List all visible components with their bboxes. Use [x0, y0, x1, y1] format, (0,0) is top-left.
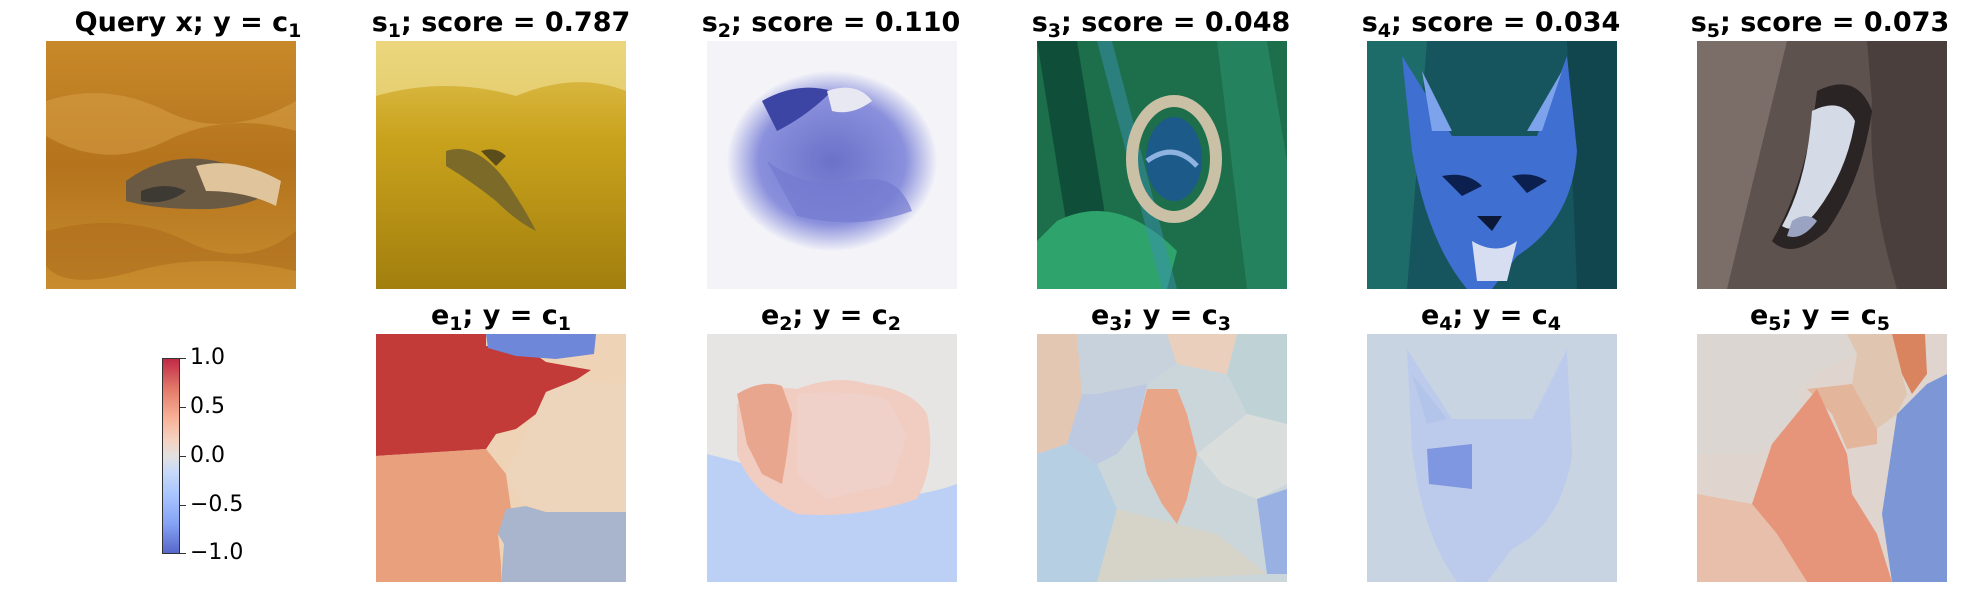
query-title: Query x; y = c1 — [74, 7, 302, 42]
colorbar-tick-label: −1.0 — [190, 540, 244, 565]
similar-image-1 — [376, 41, 626, 289]
colorbar-tick-label: 1.0 — [190, 345, 225, 370]
explanation-4-title: e4; y = c4 — [1420, 300, 1561, 335]
colorbar — [162, 358, 180, 554]
explanation-map-5 — [1697, 334, 1947, 582]
explanation-map-4 — [1367, 334, 1617, 582]
similar-2-title: s2; score = 0.110 — [701, 7, 961, 42]
colorbar-tick — [180, 358, 186, 359]
explanation-map-2 — [707, 334, 957, 582]
similar-1-title: s1; score = 0.787 — [371, 7, 631, 42]
similar-image-3 — [1037, 41, 1287, 289]
explanation-map-3 — [1037, 334, 1287, 582]
colorbar-tick — [180, 553, 186, 554]
colorbar-tick-label: −0.5 — [190, 492, 244, 517]
similar-image-4 — [1367, 41, 1617, 289]
explanation-map-1 — [376, 334, 626, 582]
explanation-5-title: e5; y = c5 — [1749, 300, 1890, 335]
colorbar-tick — [180, 407, 186, 408]
colorbar-tick — [180, 456, 186, 457]
explanation-3-title: e3; y = c3 — [1090, 300, 1231, 335]
explanation-1-title: e1; y = c1 — [430, 300, 571, 335]
colorbar-tick-label: 0.0 — [190, 443, 225, 468]
colorbar-tick — [180, 505, 186, 506]
similar-image-5 — [1697, 41, 1947, 289]
colorbar-tick-label: 0.5 — [190, 394, 225, 419]
similar-4-title: s4; score = 0.034 — [1361, 7, 1621, 42]
explanation-2-title: e2; y = c2 — [760, 300, 901, 335]
similar-5-title: s5; score = 0.073 — [1690, 7, 1950, 42]
similar-image-2 — [707, 41, 957, 289]
similar-3-title: s3; score = 0.048 — [1031, 7, 1291, 42]
query-image — [46, 41, 296, 289]
